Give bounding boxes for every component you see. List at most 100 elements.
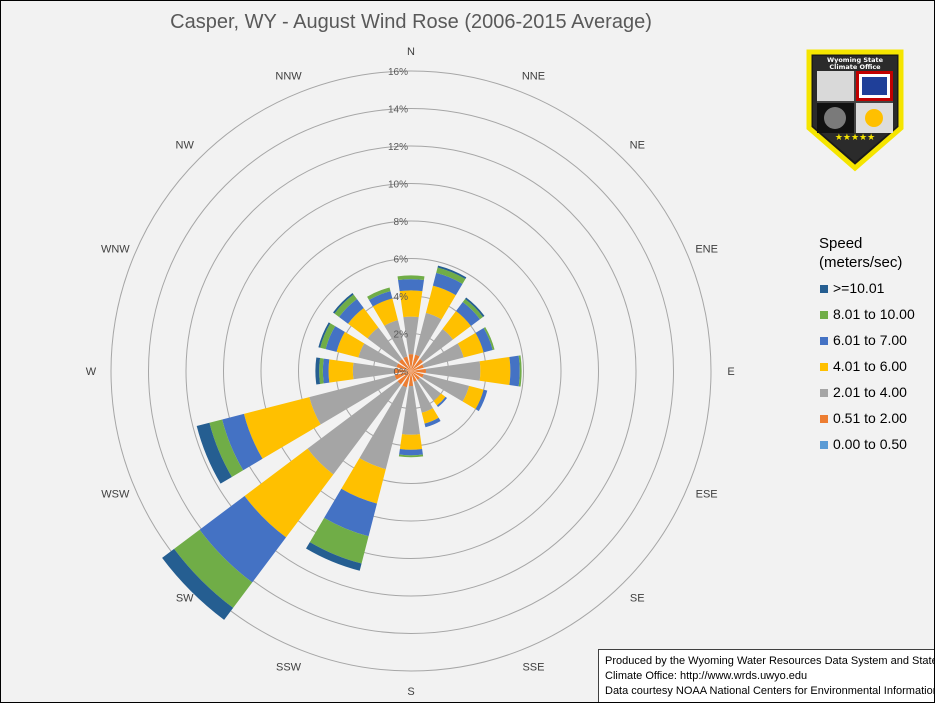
wind-rose-segment: [442, 311, 471, 340]
wind-rose-segment: [348, 308, 379, 339]
wind-rose-segment: [320, 323, 336, 350]
direction-label: SSE: [522, 662, 544, 674]
wind-rose-segment: [399, 359, 411, 371]
direction-label: NNW: [275, 70, 302, 82]
wind-rose-segment: [309, 517, 369, 564]
radial-tick-label: 8%: [394, 217, 409, 228]
wind-rose-segment: [358, 343, 399, 368]
wind-rose-segment: [509, 355, 520, 387]
wind-rose-segment: [325, 326, 345, 352]
legend-swatch: [820, 285, 828, 293]
wind-rose-segment: [411, 371, 420, 380]
legend-item: 0.51 to 2.00: [819, 410, 929, 436]
wind-rose-segment: [462, 299, 483, 320]
direction-label: SW: [176, 592, 194, 604]
wind-rose-segment: [425, 285, 456, 320]
direction-label: ENE: [695, 244, 718, 256]
wind-rose-segment: [456, 302, 480, 326]
wind-rose-segment: [411, 371, 424, 378]
legend-label: 4.01 to 6.00: [833, 358, 907, 374]
legend-title: Speed (meters/sec): [819, 234, 929, 272]
wind-rose-segment: [372, 298, 398, 326]
wind-rose-segment: [306, 542, 362, 571]
direction-label: SSW: [276, 662, 302, 674]
direction-label: WSW: [101, 488, 130, 500]
wind-rose-segment: [436, 396, 447, 407]
legend-label: >=10.01: [833, 280, 885, 296]
wind-rose-segment: [479, 357, 511, 385]
wind-rose-segment: [322, 358, 330, 384]
legend-item: 6.01 to 7.00: [819, 332, 929, 358]
legend-item: 2.01 to 4.00: [819, 384, 929, 410]
wind-rose-segment: [334, 294, 357, 317]
wind-rose-segment: [397, 371, 411, 385]
wind-rose-segment: [394, 368, 411, 374]
climate-office-logo: ★★★★★ Wyoming State Climate Office: [805, 46, 905, 177]
wind-rose-segment: [341, 458, 386, 504]
wind-rose-segment: [196, 422, 232, 484]
wind-rose-segment: [399, 448, 423, 456]
wind-rose-segment: [162, 548, 234, 620]
wind-rose-segment: [408, 354, 414, 371]
wind-rose-segment: [352, 362, 395, 380]
logo-text-line2: Climate Office: [829, 63, 881, 71]
wind-rose-segment: [465, 297, 485, 317]
data-credits: Produced by the Wyoming Water Resources …: [598, 649, 934, 702]
direction-label: N: [407, 46, 415, 58]
wind-rose-segment: [397, 275, 425, 281]
radial-tick-label: 0%: [394, 367, 409, 378]
wind-rose-segment: [421, 408, 439, 424]
wind-rose-segment: [243, 397, 321, 459]
direction-label: W: [86, 366, 97, 378]
credits-line2: Climate Office: http://www.wrds.uwyo.edu: [605, 670, 808, 682]
wind-rose-segment: [336, 331, 365, 358]
grid-ring: [260, 220, 562, 522]
wind-rose-segment: [408, 371, 414, 386]
wind-rose-segment: [411, 354, 420, 371]
radial-tick-label: 10%: [388, 180, 408, 191]
direction-label: ESE: [696, 488, 718, 500]
legend-swatch: [820, 441, 828, 449]
wind-rose-segment: [309, 375, 397, 425]
wind-rose-segment: [209, 419, 244, 477]
wind-rose-segment: [402, 385, 420, 435]
legend-title-line1: Speed: [819, 235, 863, 252]
wind-rose-segment: [422, 343, 464, 368]
wind-rose-segment: [367, 287, 391, 300]
radial-tick-label: 12%: [388, 142, 408, 153]
wind-rose-segment: [328, 359, 354, 383]
wind-rose-segment: [411, 359, 423, 371]
wind-rose-segment: [411, 364, 424, 371]
wind-rose-segment: [518, 355, 522, 387]
grid-ring: [185, 145, 637, 597]
direction-label: NW: [176, 140, 195, 152]
wind-rose-segment: [333, 293, 354, 314]
radial-tick-label: 2%: [394, 330, 409, 341]
wind-rose-segment: [432, 272, 463, 296]
wind-rose-segment: [319, 358, 324, 384]
wind-rose-segment: [417, 377, 441, 401]
legend-swatch: [820, 311, 828, 319]
wind-rose-segment: [398, 454, 424, 458]
wind-rose-segment: [415, 312, 442, 357]
wind-rose-segment: [411, 371, 417, 382]
wind-rose-segment: [399, 290, 423, 318]
wind-rose-segment: [420, 329, 453, 362]
legend-title-line2: (meters/sec): [819, 254, 903, 271]
wind-rose-segment: [475, 389, 488, 412]
legend-swatch: [820, 337, 828, 345]
wind-rose-segment: [436, 267, 466, 284]
wind-rose-segment: [475, 328, 493, 353]
logo-text-line1: Wyoming State: [827, 56, 884, 64]
wind-rose-segment: [339, 299, 364, 324]
wind-rose-segment: [222, 413, 263, 471]
radial-tick-label: 4%: [394, 292, 409, 303]
wind-rose-segment: [411, 368, 426, 374]
wind-rose-segment: [174, 529, 253, 608]
legend-label: 6.01 to 7.00: [833, 332, 907, 348]
wind-rose-segment: [394, 371, 411, 380]
grid-ring: [148, 108, 674, 634]
direction-label: WNW: [101, 244, 130, 256]
wind-rose-segment: [398, 279, 424, 292]
